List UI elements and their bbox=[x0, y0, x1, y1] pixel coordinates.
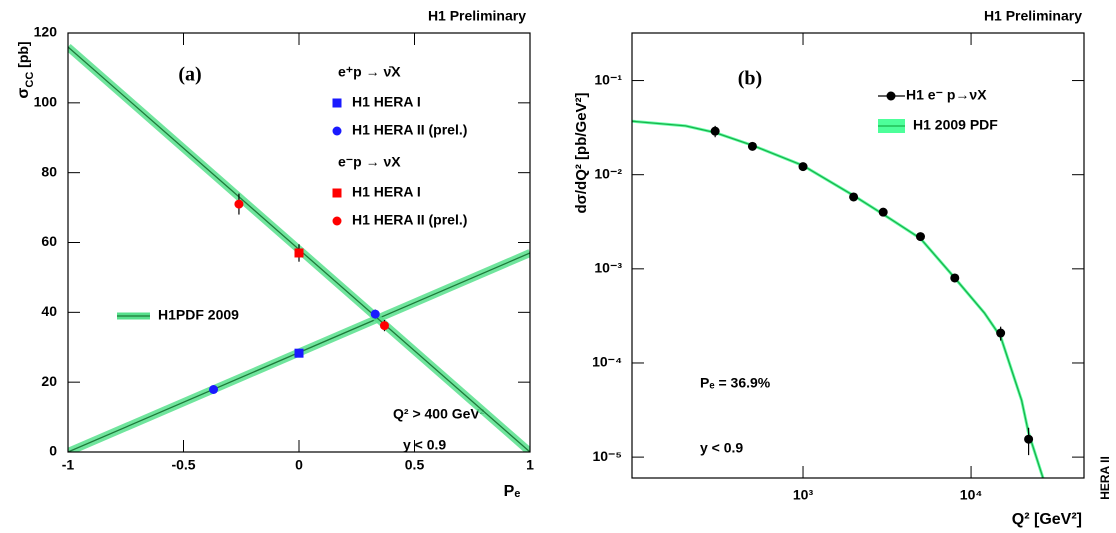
y-axis-label: dσ/dQ² [pb/GeV²] bbox=[573, 92, 590, 213]
y-axis-label-part: σ bbox=[15, 88, 32, 99]
model-line bbox=[632, 120, 1044, 478]
legend-label: H1 HERA I bbox=[352, 184, 421, 200]
panel-label: (a) bbox=[178, 64, 201, 86]
x-tick-label: 1 bbox=[526, 457, 534, 473]
data-point bbox=[1024, 434, 1034, 444]
y-axis-label: σCC [pb] bbox=[15, 41, 36, 98]
panel-title: H1 Preliminary bbox=[984, 8, 1082, 24]
x-tick-label: 0.5 bbox=[405, 457, 425, 473]
model-band bbox=[632, 119, 1045, 478]
legend-label: H1 HERA II (prel.) bbox=[352, 122, 467, 138]
data-point bbox=[996, 328, 1006, 338]
annotation: y < 0.9 bbox=[403, 437, 446, 453]
y-tick-label: 10⁻⁵ bbox=[592, 448, 622, 464]
data-point bbox=[370, 309, 380, 319]
y-tick-label: 60 bbox=[41, 233, 57, 249]
data-point bbox=[710, 126, 720, 136]
legend-label: H1PDF 2009 bbox=[158, 307, 239, 323]
x-tick-label: -0.5 bbox=[171, 457, 195, 473]
plot-area bbox=[632, 119, 1045, 478]
data-point bbox=[849, 192, 859, 202]
data-point bbox=[915, 232, 925, 242]
y-tick-label: 100 bbox=[34, 94, 58, 110]
legend-label: H1 e⁻ p→νX bbox=[906, 87, 987, 103]
legend-label: H1 2009 PDF bbox=[913, 117, 998, 133]
plot-frame bbox=[631, 32, 1085, 479]
data-point bbox=[379, 321, 389, 331]
panel-title: H1 Preliminary bbox=[428, 8, 526, 24]
legend-header: e⁺p → ν̄X bbox=[338, 64, 401, 80]
data-point bbox=[332, 126, 342, 136]
data-point bbox=[332, 216, 342, 226]
x-tick-label: -1 bbox=[62, 457, 75, 473]
panel-label: (b) bbox=[738, 68, 762, 90]
legend-label: H1 HERA I bbox=[352, 94, 421, 110]
data-point bbox=[332, 98, 342, 108]
data-point bbox=[294, 248, 304, 258]
y-tick-label: 10⁻³ bbox=[594, 260, 622, 276]
data-point bbox=[950, 273, 960, 283]
y-tick-label: 120 bbox=[34, 24, 58, 40]
data-point bbox=[747, 141, 757, 151]
y-tick-label: 10⁻¹ bbox=[594, 71, 622, 87]
y-axis-label-part: CC bbox=[24, 72, 36, 88]
side-label: HERA II bbox=[1098, 456, 1112, 500]
data-point bbox=[886, 91, 896, 101]
data-point bbox=[234, 199, 244, 209]
y-tick-label: 10⁻² bbox=[594, 165, 622, 181]
legend-label: H1 HERA II (prel.) bbox=[352, 212, 467, 228]
y-tick-label: 10⁻⁴ bbox=[592, 354, 622, 370]
data-point bbox=[294, 348, 304, 358]
annotation: Q² > 400 GeV² bbox=[393, 406, 485, 422]
y-tick-label: 0 bbox=[49, 443, 57, 459]
data-point bbox=[332, 188, 342, 198]
y-tick-label: 20 bbox=[41, 373, 57, 389]
x-tick-label: 10⁴ bbox=[960, 487, 983, 503]
data-point bbox=[878, 207, 888, 217]
y-tick-label: 80 bbox=[41, 163, 57, 179]
legend-header: e⁻p → νX bbox=[338, 154, 401, 170]
y-axis-label-part: [pb] bbox=[15, 41, 31, 71]
data-point bbox=[798, 162, 808, 172]
y-tick-label: 40 bbox=[41, 303, 57, 319]
annotation: Pₑ = 36.9% bbox=[700, 375, 771, 391]
x-axis-label: Pₑ bbox=[504, 483, 521, 500]
plot-frame bbox=[67, 32, 531, 453]
x-tick-label: 10³ bbox=[793, 487, 814, 503]
x-axis-label: Q² [GeV²] bbox=[1012, 511, 1082, 528]
annotation: y < 0.9 bbox=[700, 440, 743, 456]
x-tick-label: 0 bbox=[295, 457, 303, 473]
data-point bbox=[209, 384, 219, 394]
